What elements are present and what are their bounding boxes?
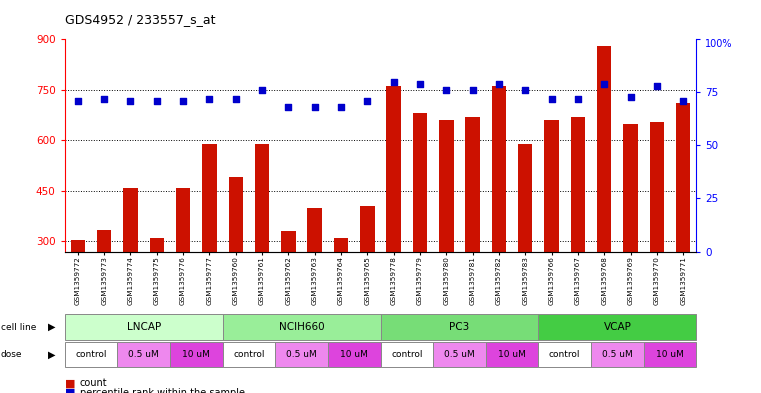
Text: 0.5 uM: 0.5 uM [129,350,159,359]
Bar [492,86,506,342]
Bar [360,206,374,342]
Text: cell line: cell line [1,323,36,332]
Point [203,95,215,102]
Point [572,95,584,102]
Bar [223,342,275,367]
Bar [644,342,696,367]
Bar [387,86,401,342]
Text: control: control [233,350,265,359]
Bar [176,187,190,342]
Point [677,98,689,104]
Point [309,104,321,110]
Text: 0.5 uM: 0.5 uM [444,350,475,359]
Bar [255,144,269,342]
Text: control: control [391,350,422,359]
Point [466,87,479,94]
Bar [97,230,111,342]
Point [335,104,347,110]
Point [625,94,637,100]
Text: PC3: PC3 [449,322,470,332]
Bar [281,231,295,342]
Text: 100%: 100% [705,39,732,49]
Bar [275,342,328,367]
Bar [539,342,591,367]
Point [651,83,663,89]
Bar [328,342,380,367]
Point [493,81,505,87]
Text: 10 uM: 10 uM [656,350,684,359]
Bar [591,342,644,367]
Bar [380,342,433,367]
Bar [380,314,539,340]
Point [72,98,84,104]
Bar [439,120,454,342]
Text: 0.5 uM: 0.5 uM [286,350,317,359]
Point [598,81,610,87]
Point [151,98,163,104]
Bar [544,120,559,342]
Point [124,98,136,104]
Text: ▶: ▶ [48,322,56,332]
Bar [334,238,349,342]
Text: ▶: ▶ [48,350,56,360]
Text: dose: dose [1,350,22,359]
Text: 10 uM: 10 uM [498,350,526,359]
Bar [412,114,427,342]
Text: 10 uM: 10 uM [340,350,368,359]
Bar [650,122,664,342]
Point [282,104,295,110]
Text: GDS4952 / 233557_s_at: GDS4952 / 233557_s_at [65,13,215,26]
Text: control: control [75,350,107,359]
Bar [202,144,217,342]
Text: ■: ■ [65,388,75,393]
Bar [539,314,696,340]
Point [98,95,110,102]
Text: count: count [80,378,107,388]
Bar [123,187,138,342]
Bar [228,177,243,342]
Text: VCAP: VCAP [603,322,632,332]
Bar [65,314,223,340]
Bar [518,144,533,342]
Point [177,98,189,104]
Bar [676,103,690,342]
Point [256,87,268,94]
Point [440,87,452,94]
Text: 0.5 uM: 0.5 uM [602,350,632,359]
Point [546,95,558,102]
Bar [433,342,486,367]
Bar [223,314,380,340]
Point [519,87,531,94]
Bar [307,208,322,342]
Point [387,79,400,85]
Bar [466,117,480,342]
Text: LNCAP: LNCAP [126,322,161,332]
Text: percentile rank within the sample: percentile rank within the sample [80,388,245,393]
Text: NCIH660: NCIH660 [279,322,324,332]
Text: control: control [549,350,581,359]
Point [361,98,374,104]
Bar [623,123,638,342]
Text: 10 uM: 10 uM [183,350,210,359]
Bar [486,342,539,367]
Bar [117,342,170,367]
Bar [170,342,223,367]
Bar [65,342,117,367]
Bar [597,46,611,342]
Point [230,95,242,102]
Bar [571,117,585,342]
Bar [71,240,85,342]
Point [414,81,426,87]
Text: ■: ■ [65,378,75,388]
Bar [150,238,164,342]
